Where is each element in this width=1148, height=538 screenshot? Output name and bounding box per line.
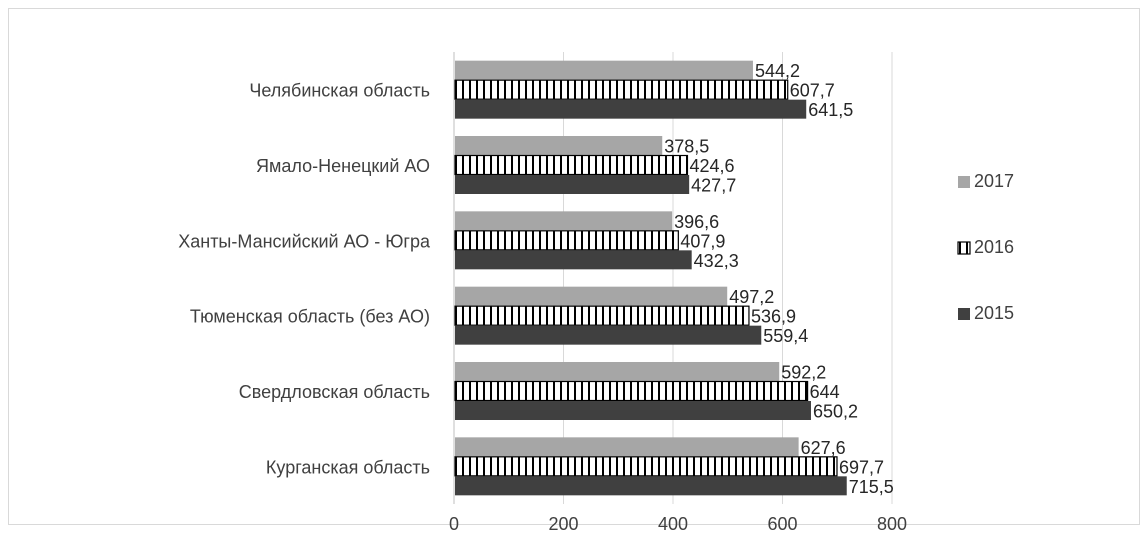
bar-2016	[454, 305, 750, 326]
bars	[454, 60, 847, 496]
data-label: 424,6	[689, 156, 734, 176]
data-label: 378,5	[664, 137, 709, 157]
data-label: 559,4	[763, 326, 808, 346]
x-tick-label: 600	[767, 514, 797, 533]
bar-2016	[454, 380, 809, 402]
bar-2016	[454, 79, 789, 100]
bar-2015	[455, 476, 847, 496]
bar-2017	[455, 286, 728, 306]
data-label: 607,7	[790, 81, 835, 101]
data-label: 432,3	[694, 251, 739, 271]
data-label: 650,2	[813, 402, 858, 422]
legend-swatch-2016	[957, 241, 971, 255]
data-label: 644	[810, 382, 840, 402]
bar-2017	[455, 437, 799, 457]
bar-2017	[455, 362, 780, 381]
data-label: 544,2	[755, 61, 800, 81]
data-label: 407,9	[680, 231, 725, 251]
bar-2016	[454, 456, 838, 477]
category-label: Тюменская область (без АО)	[190, 307, 430, 327]
data-label: 627,6	[801, 438, 846, 458]
bar-2017	[455, 60, 753, 80]
legend-label: 2017	[974, 171, 1014, 191]
x-tick-label: 0	[449, 514, 459, 533]
legend: 2017 2016 2015	[957, 171, 1014, 323]
chart-border	[8, 8, 1140, 525]
x-tick-label: 400	[658, 514, 688, 533]
category-label: Ямало-Ненецкий АО	[256, 156, 430, 176]
data-label: 536,9	[751, 307, 796, 327]
bar-2015	[455, 175, 690, 194]
legend-label: 2016	[974, 237, 1014, 257]
x-tick-label: 200	[548, 514, 578, 533]
bar-2015	[455, 99, 807, 119]
data-label: 697,7	[839, 457, 884, 477]
data-label: 497,2	[729, 287, 774, 307]
bar-2017	[455, 211, 673, 231]
bar-2015	[455, 325, 762, 345]
data-label: 592,2	[781, 363, 826, 383]
legend-swatch-2017	[958, 176, 970, 188]
category-label: Челябинская область	[249, 81, 430, 101]
data-label: 641,5	[808, 100, 853, 120]
category-label: Свердловская область	[239, 382, 430, 402]
bar-2015	[455, 250, 692, 270]
legend-label: 2015	[974, 303, 1014, 323]
bar-2017	[455, 136, 663, 155]
bar-2016	[454, 154, 689, 176]
data-label: 396,6	[674, 212, 719, 232]
category-label: Ханты-Мансийский АО - Югра	[178, 231, 431, 251]
category-label: Курганская область	[266, 457, 430, 477]
bar-2015	[455, 401, 811, 420]
gridlines	[563, 52, 893, 504]
bar-2016	[454, 230, 679, 251]
data-label: 715,5	[849, 477, 894, 497]
x-tick-label: 800	[877, 514, 907, 533]
data-label: 427,7	[691, 176, 736, 196]
axes: 0 200 400 600 800	[449, 52, 907, 534]
legend-swatch-2015	[958, 308, 970, 320]
